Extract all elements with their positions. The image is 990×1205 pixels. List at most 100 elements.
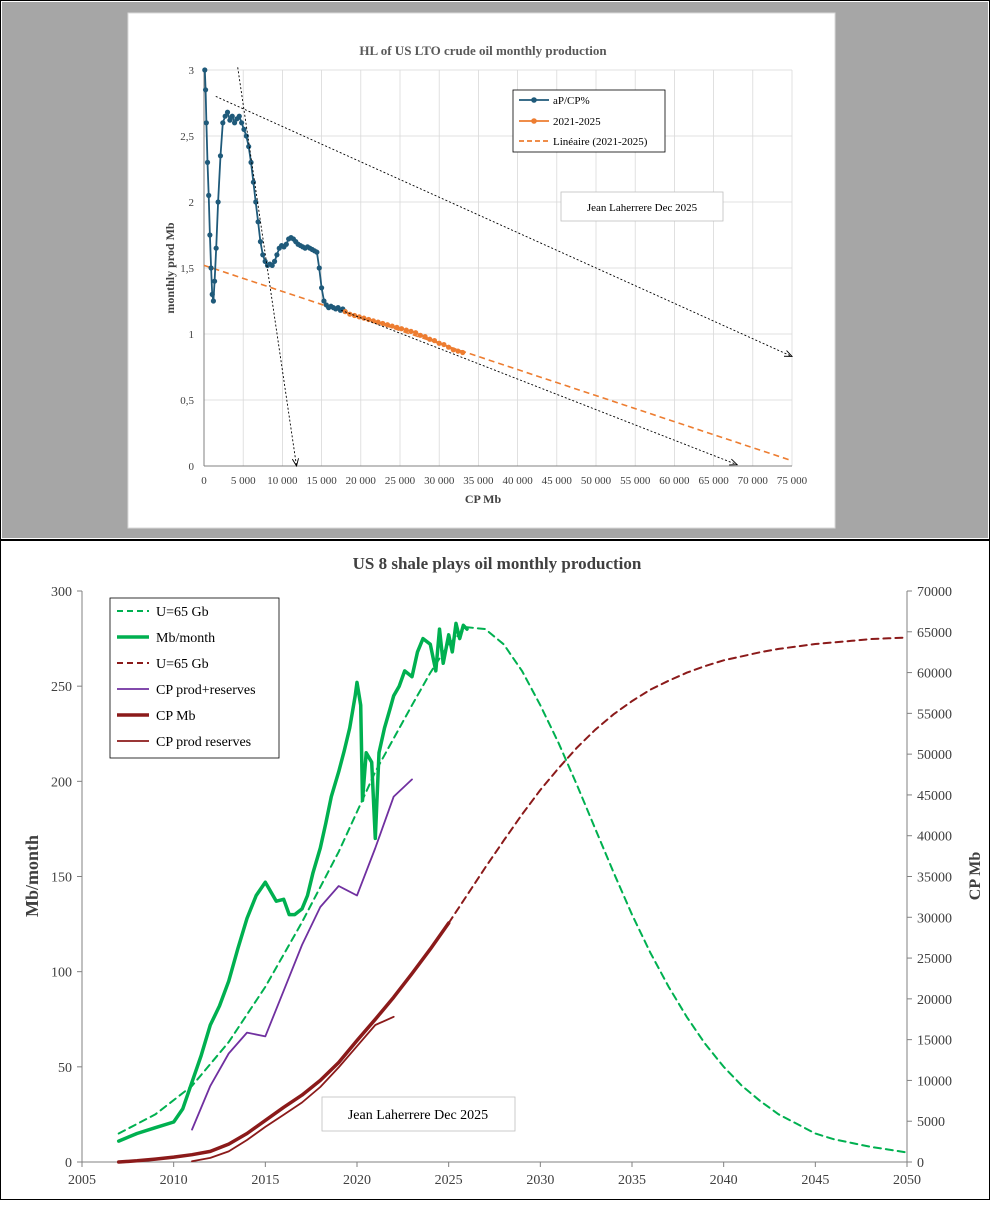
legend-label-mb-month: Mb/month [156,631,215,646]
point-2021-2025 [450,347,456,353]
arrow-line-1 [215,95,793,357]
top-y-tick-label: 3 [189,65,195,77]
point-ap-cp [202,67,208,73]
bottom-y2-tick-label: 70000 [917,585,952,600]
top-x-tick-label: 50 000 [581,475,612,487]
bottom-y2-tick-label: 60000 [917,667,952,682]
point-2021-2025 [394,324,400,330]
top-x-ticks: 0 5 000 10 000 15 000 20 000 25 000 30 000 35 0… [201,475,807,487]
bottom-y2-tick-label: 0 [917,1156,924,1171]
bottom-y-tick-label: 300 [51,585,72,600]
point-ap-cp [224,109,231,115]
point-ap-cp [227,117,233,123]
point-ap-cp [239,120,245,126]
legend-label-cp-prod-reserves: CP prod+reserves [156,683,256,698]
point-2021-2025 [375,319,381,325]
point-ap-cp [283,241,289,247]
bottom-y-tick-label: 0 [65,1156,72,1171]
bottom-x-tick-label: 2020 [343,1173,371,1188]
top-x-tick-label: 65 000 [698,475,729,487]
point-2021-2025 [347,311,353,317]
top-axes [203,70,792,467]
bottom-y2-tick-label: 5000 [917,1115,945,1130]
legend-label-2021-2025: 2021-2025 [553,116,601,128]
top-series-group [202,67,793,462]
point-ap-cp [314,249,320,255]
point-2021-2025 [361,315,367,321]
legend-label-ap-cp: aP/CP% [553,95,590,107]
bottom-x-tick-label: 2010 [160,1173,188,1188]
arrow-head-0 [291,458,299,468]
point-ap-cp [208,265,214,271]
bottom-y2-tick-label: 20000 [917,993,952,1008]
bottom-annotation-box [321,1096,516,1132]
point-2021-2025 [384,322,391,328]
top-x-tick-label: 55 000 [620,475,651,487]
bottom-x-tick-label: 2030 [526,1173,554,1188]
point-ap-cp [211,278,218,284]
top-x-tick-label: 45 000 [542,475,573,487]
bottom-x-ticks: 2005 2010 2015 2020 2025 2030 2035 2040 2045 2050 [68,1162,921,1188]
point-ap-cp [255,219,261,225]
point-ap-cp [210,298,217,304]
bottom-y2-ticks: 0 5000 10000 15000 20000 25000 30000 35000 40000… [907,585,952,1171]
point-ap-cp [253,199,259,205]
top-annotation-box [560,191,724,222]
point-ap-cp [202,87,209,93]
top-chart: HL of US LTO crude oil monthly productio… [163,43,808,506]
top-y-tick-label: 2 [189,197,195,209]
top-y-tick-label: 2,5 [180,131,194,143]
top-x-tick-label: 15 000 [306,475,337,487]
arrow-line-2 [341,309,738,466]
arrow-line-0 [237,67,297,467]
top-x-tick-label: 5 000 [231,475,256,487]
point-2021-2025 [436,340,442,346]
legend-label-cp-prod-reserves-red: CP prod reserves [156,735,251,750]
top-x-tick-label: 40 000 [502,475,533,487]
point-2021-2025 [370,318,376,324]
point-ap-cp [269,262,275,268]
bottom-x-tick-label: 2015 [251,1173,279,1188]
point-ap-cp [206,192,212,198]
top-x-tick-label: 75 000 [777,475,808,487]
top-x-tick-label: 60 000 [659,475,690,487]
bottom-y-axis-label: Mb/month [22,835,42,917]
bottom-legend: U=65 Gb Mb/month U=65 Gb CP prod+reserve… [109,597,280,759]
point-ap-cp [217,153,224,159]
bottom-y2-tick-label: 30000 [917,911,952,926]
bottom-series-group [116,621,908,1164]
bottom-x-tick-label: 2025 [435,1173,463,1188]
bottom-y-tick-label: 50 [58,1061,72,1076]
bottom-y2-axis-label: CP Mb [967,852,984,901]
bottom-y2-tick-label: 45000 [917,789,952,804]
point-ap-cp [204,159,211,165]
bottom-y-ticks: 0 50 100 150 200 250 300 [51,585,82,1171]
top-y-axis-label: monthly prod Mb [163,222,177,313]
point-ap-cp [231,120,238,126]
point-ap-cp [271,258,278,264]
top-y-ticks: 0 0,5 1 1,5 2 2,5 3 [180,65,194,473]
bottom-x-tick-label: 2050 [893,1173,921,1188]
top-x-tick-label: 30 000 [424,475,455,487]
point-2021-2025 [417,332,423,338]
top-y-tick-label: 1,5 [180,263,194,275]
top-legend: aP/CP% 2021-2025 Linéaire (2021-2025) [512,89,666,153]
top-x-axis-label: CP Mb [465,492,502,506]
point-ap-cp [203,120,209,126]
point-2021-2025 [351,312,358,319]
point-2021-2025 [398,326,405,332]
legend-label-u65-red: U=65 Gb [156,657,209,672]
legend-label-cp-mb: CP Mb [156,709,196,724]
point-2021-2025 [389,323,395,329]
bottom-y-tick-label: 200 [51,775,72,790]
bottom-y2-tick-label: 10000 [917,1074,952,1089]
point-ap-cp [319,285,325,291]
point-2021-2025 [380,320,386,327]
top-chart-panel [127,12,836,529]
point-ap-cp [236,113,242,119]
point-ap-cp [222,113,228,119]
top-x-tick-label: 20 000 [346,475,377,487]
top-gridlines [204,69,793,466]
